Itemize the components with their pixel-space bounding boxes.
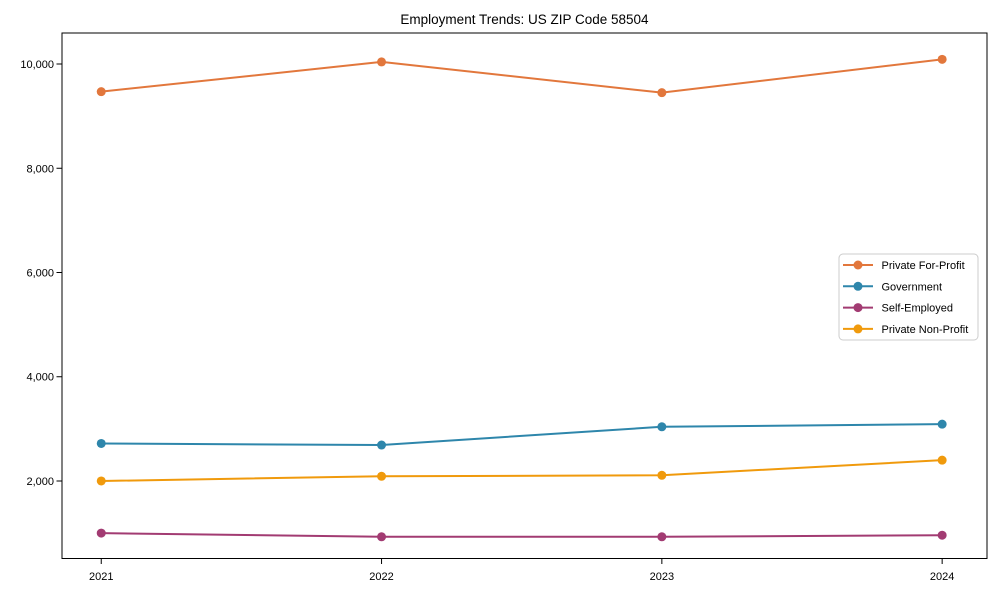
legend-label: Self-Employed [882,303,954,315]
data-point-marker [96,476,106,486]
data-point-marker [377,440,387,450]
data-point-marker [377,532,387,542]
series-government [96,419,947,450]
legend-item: Private For-Profit [843,260,965,272]
data-point-marker [657,532,667,542]
legend-marker-dot [853,281,863,291]
x-tick-label: 2023 [650,571,674,583]
data-point-marker [96,438,106,448]
data-point-marker [937,530,947,540]
x-tick-label: 2022 [369,571,393,583]
data-point-marker [937,419,947,429]
x-tick-label: 2021 [89,571,113,583]
y-tick-label: 8,000 [26,163,54,175]
x-tick-label: 2024 [930,571,954,583]
plot-frame [61,32,988,559]
y-tick-label: 4,000 [26,372,54,384]
legend: Private For-Profit Government Self-Employe… [838,253,979,341]
y-tick-label: 2,000 [26,476,54,488]
legend-label: Government [882,281,943,293]
legend-marker-dot [853,324,863,334]
legend-item: Government [843,281,942,293]
data-point-marker [657,470,667,480]
legend-marker-dot [853,260,863,270]
series-line [100,459,944,482]
data-point-marker [937,455,947,465]
series-line [100,58,944,94]
legend-label: Private For-Profit [882,260,965,272]
y-tick-label: 10,000 [20,59,54,71]
data-point-marker [96,87,106,97]
chart-title: Employment Trends: US ZIP Code 58504 [400,12,649,27]
legend-item: Private Non-Profit [843,324,968,336]
data-point-marker [937,54,947,64]
series-line [100,423,944,447]
legend-label: Private Non-Profit [882,324,969,336]
legend-marker-dot [853,303,863,313]
series-line [100,532,944,538]
series-private-for-profit [96,54,947,98]
series-private-non-profit [96,455,947,486]
legend-box [838,253,979,341]
data-point-marker [377,57,387,67]
y-tick-label: 6,000 [26,268,54,280]
legend-item: Self-Employed [843,303,953,315]
data-point-marker [657,88,667,98]
plot-area: 2,000 4,000 6,000 8,000 10,000 2021 2022 2023 20… [20,32,988,583]
data-point-marker [657,422,667,432]
data-point-marker [96,528,106,538]
data-point-marker [377,471,387,481]
series-self-employed [96,528,947,542]
